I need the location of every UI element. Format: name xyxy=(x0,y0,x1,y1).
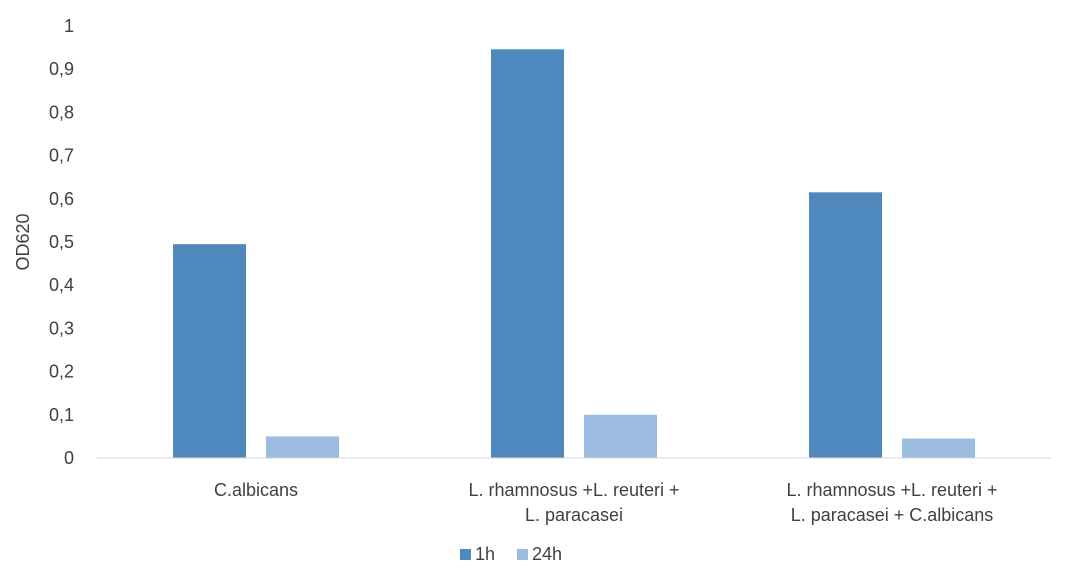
y-axis-title: OD620 xyxy=(13,213,33,270)
bar-1h-2 xyxy=(809,192,882,458)
y-tick-label: 1 xyxy=(64,16,74,36)
category-label: L. paracasei xyxy=(525,505,623,525)
y-tick-label: 0 xyxy=(64,448,74,468)
legend-label-24h: 24h xyxy=(532,544,562,564)
category-label: L. rhamnosus +L. reuteri + xyxy=(786,480,997,500)
category-label: L. paracasei + C.albicans xyxy=(791,505,994,525)
legend: 1h 24h xyxy=(460,544,562,564)
y-tick-label: 0,5 xyxy=(49,232,74,252)
bars xyxy=(173,49,975,458)
y-tick-label: 0,3 xyxy=(49,318,74,338)
y-tick-label: 0,1 xyxy=(49,405,74,425)
category-label: L. rhamnosus +L. reuteri + xyxy=(468,480,679,500)
category-label: C.albicans xyxy=(214,480,298,500)
y-tick-label: 0,9 xyxy=(49,59,74,79)
y-tick-label: 0,4 xyxy=(49,275,74,295)
bar-24h-2 xyxy=(902,438,975,458)
y-tick-label: 0,2 xyxy=(49,362,74,382)
y-axis-ticks: 0 0,1 0,2 0,3 0,4 0,5 0,6 0,7 0,8 0,9 1 xyxy=(49,16,74,468)
bar-1h-0 xyxy=(173,244,246,458)
bar-1h-1 xyxy=(491,49,564,458)
category-labels: C.albicans L. rhamnosus +L. reuteri + L. p… xyxy=(214,480,998,525)
y-tick-label: 0,7 xyxy=(49,146,74,166)
legend-label-1h: 1h xyxy=(475,544,495,564)
y-tick-label: 0,6 xyxy=(49,189,74,209)
legend-swatch-1h xyxy=(460,549,471,560)
legend-swatch-24h xyxy=(517,549,528,560)
bar-24h-1 xyxy=(584,414,657,458)
bar-24h-0 xyxy=(266,436,339,458)
y-tick-label: 0,8 xyxy=(49,102,74,122)
